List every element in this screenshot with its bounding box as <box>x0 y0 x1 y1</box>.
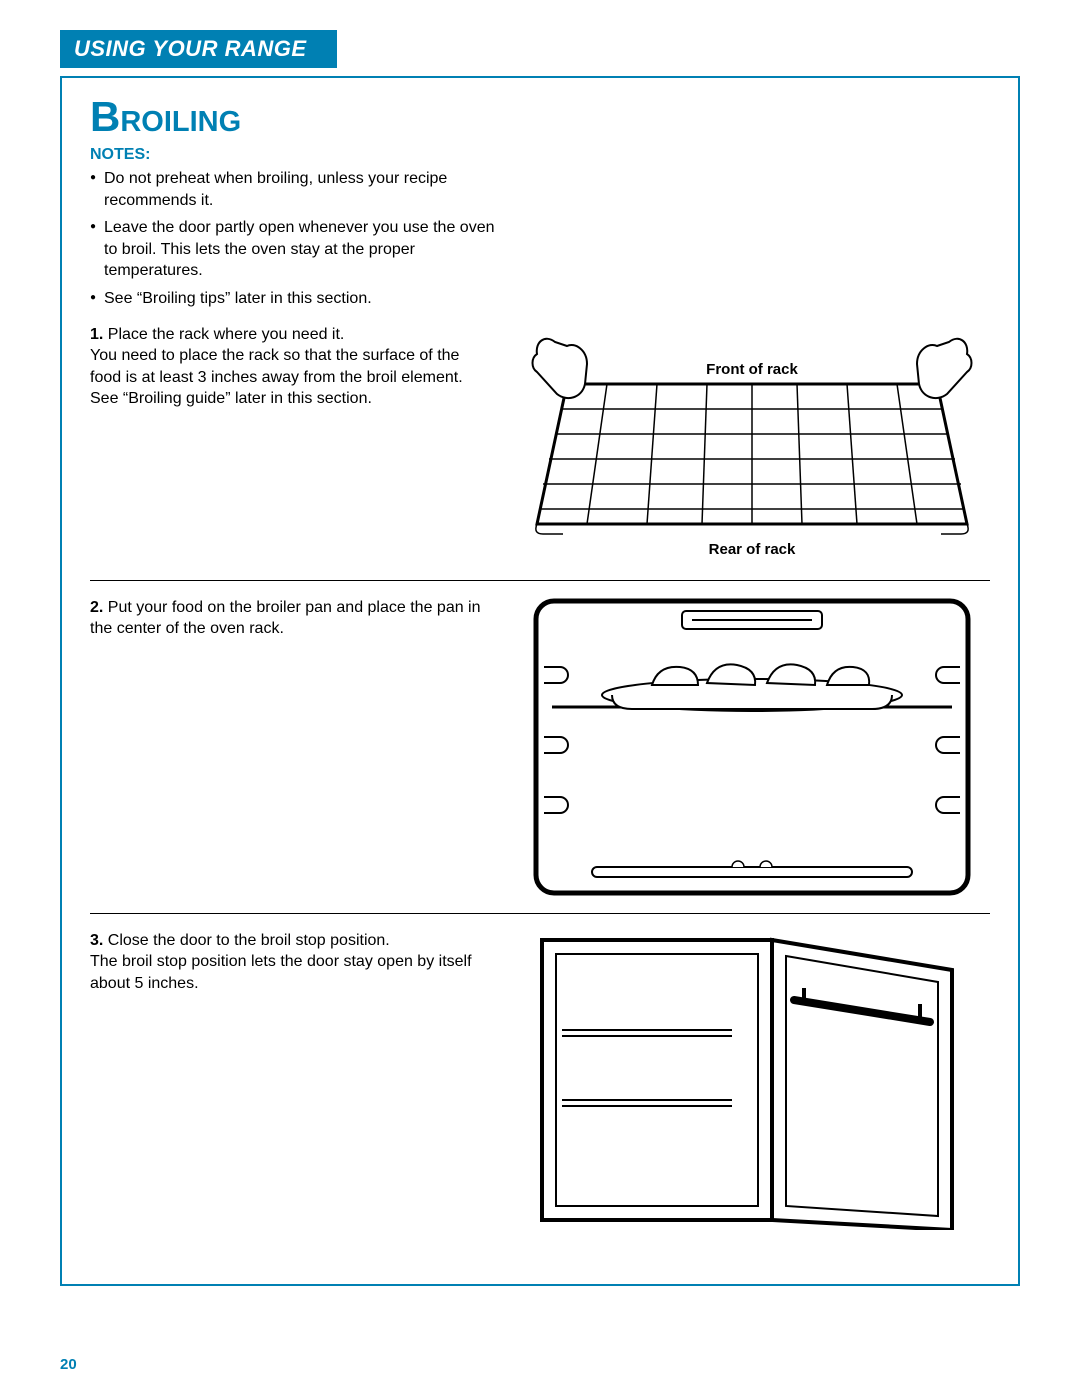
step-3-lead: Close the door to the broil stop positio… <box>108 932 390 949</box>
step-1-text: 1. Place the rack where you need it. You… <box>90 324 490 410</box>
step-1-lead: Place the rack where you need it. <box>108 326 345 343</box>
notes-item: See “Broiling tips” later in this sectio… <box>90 288 510 310</box>
section-tab: USING YOUR RANGE <box>60 30 337 68</box>
rack-illustration: Front of rack Rear of rack <box>514 324 990 564</box>
page-title: Broiling <box>90 96 990 138</box>
step-1-body: You need to place the rack so that the s… <box>90 347 463 407</box>
oven-interior-illustration <box>514 597 990 897</box>
notes-label: NOTES: <box>90 146 990 164</box>
step-3-text: 3. Close the door to the broil stop posi… <box>90 930 490 995</box>
step-3-body: The broil stop position lets the door st… <box>90 953 472 992</box>
caption-front: Front of rack <box>706 361 798 378</box>
step-2-lead: Put your food on the broiler pan and pla… <box>90 599 481 638</box>
step-3-num: 3. <box>90 932 103 949</box>
notes-item: Leave the door partly open whenever you … <box>90 217 510 282</box>
step-1: 1. Place the rack where you need it. You… <box>90 324 990 564</box>
content-box: Broiling NOTES: Do not preheat when broi… <box>60 76 1020 1286</box>
page-number: 20 <box>60 1356 77 1373</box>
divider <box>90 580 990 581</box>
notes-list: Do not preheat when broiling, unless you… <box>90 168 510 310</box>
notes-item: Do not preheat when broiling, unless you… <box>90 168 510 211</box>
step-2-num: 2. <box>90 599 103 616</box>
divider <box>90 913 990 914</box>
step-2: 2. Put your food on the broiler pan and … <box>90 597 990 897</box>
step-3: 3. Close the door to the broil stop posi… <box>90 930 990 1230</box>
step-1-num: 1. <box>90 326 103 343</box>
step-2-text: 2. Put your food on the broiler pan and … <box>90 597 490 640</box>
oven-door-illustration <box>514 930 990 1230</box>
caption-rear: Rear of rack <box>709 541 796 558</box>
